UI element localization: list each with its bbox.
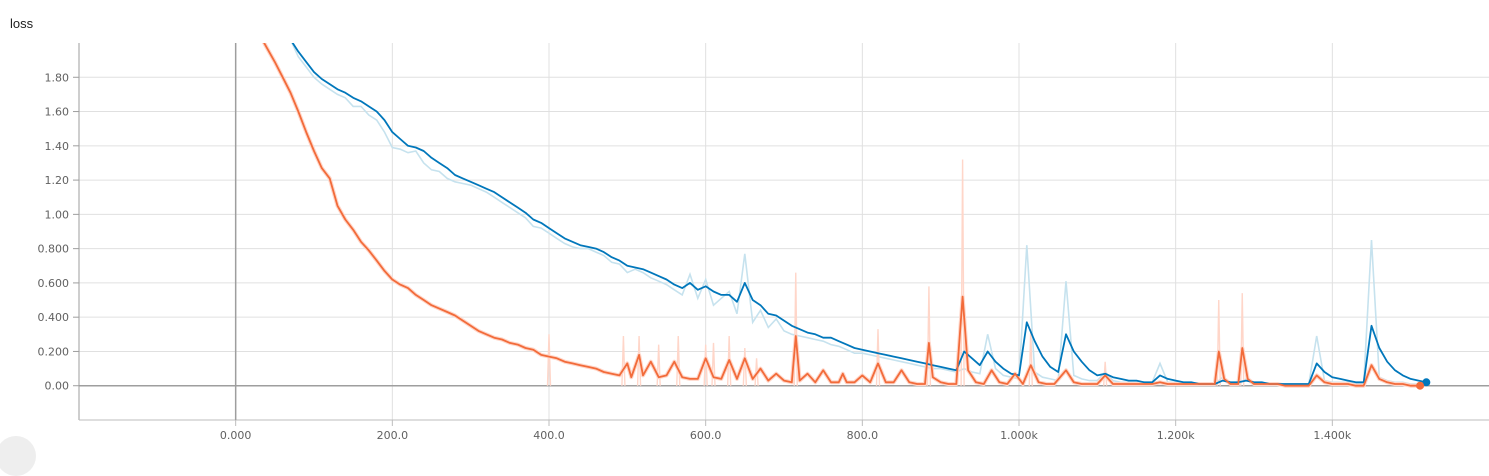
y-tick-label: 0.00 xyxy=(45,380,70,393)
series-raw-spike xyxy=(703,344,708,386)
series-raw-spike xyxy=(621,336,626,386)
x-tick-label: 1.200k xyxy=(1157,429,1195,442)
y-tick-label: 0.600 xyxy=(38,277,70,290)
series-end-point[interactable] xyxy=(1422,378,1431,387)
series-end-points xyxy=(1416,378,1431,390)
series-smoothed-line[interactable] xyxy=(262,40,1419,387)
series-smoothed-line[interactable] xyxy=(291,40,1427,385)
axes xyxy=(73,43,1489,426)
series-raw-spike xyxy=(656,344,661,386)
series-raw-spike xyxy=(546,334,552,386)
expand-chart-button[interactable] xyxy=(0,436,36,476)
y-tick-label: 1.80 xyxy=(45,71,70,84)
loss-chart[interactable]: 0.00 0.200 0.400 0.600 0.800 1.00 1.20 1.40 1.60… xyxy=(0,0,1489,449)
y-tick-label: 0.200 xyxy=(38,345,70,358)
x-tick-label: 1.000k xyxy=(1000,429,1038,442)
series-raw-spike xyxy=(676,336,681,386)
raw-series xyxy=(261,43,1427,388)
smoothed-series xyxy=(262,40,1427,387)
x-tick-label: 800.0 xyxy=(847,429,879,442)
chart-title: loss xyxy=(10,16,34,31)
x-tick-label: 0.000 xyxy=(220,429,252,442)
series-raw-band xyxy=(261,43,1419,388)
y-tick-label: 0.800 xyxy=(38,243,70,256)
series-raw-line xyxy=(291,43,1427,385)
y-tick-label: 1.60 xyxy=(45,106,70,119)
y-tick-label: 0.400 xyxy=(38,311,70,324)
series-raw-spike xyxy=(726,336,732,386)
x-tick-label: 400.0 xyxy=(533,429,565,442)
y-tick-label: 1.40 xyxy=(45,140,70,153)
x-tick-label: 200.0 xyxy=(377,429,409,442)
x-tick-label: 600.0 xyxy=(690,429,722,442)
x-tick-label: 1.400k xyxy=(1313,429,1351,442)
series-raw-spike xyxy=(742,347,748,386)
y-tick-label: 1.00 xyxy=(45,208,70,221)
series-raw-spike xyxy=(875,329,881,386)
series-end-point[interactable] xyxy=(1416,381,1425,390)
grid xyxy=(79,43,1489,420)
y-tick-label: 1.20 xyxy=(45,174,70,187)
tick-labels: 0.00 0.200 0.400 0.600 0.800 1.00 1.20 1.40 1.60… xyxy=(38,71,1352,442)
